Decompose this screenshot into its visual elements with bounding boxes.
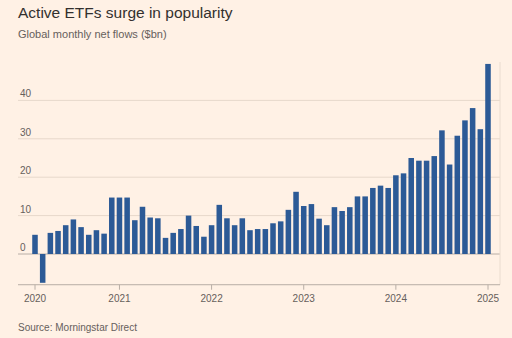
x-axis-line [18, 284, 500, 285]
bar [55, 231, 61, 254]
x-tick [119, 285, 120, 290]
bar [347, 207, 353, 254]
bar [485, 64, 491, 254]
bar [255, 229, 261, 254]
x-tick [211, 285, 212, 290]
x-tick [488, 285, 489, 290]
bar [201, 237, 207, 254]
bar [286, 210, 292, 254]
bar [278, 221, 284, 254]
bar [178, 229, 184, 254]
bar [416, 161, 422, 254]
bar [240, 218, 246, 254]
y-tick-label: 40 [20, 88, 32, 99]
y-tick-label: 30 [20, 127, 32, 138]
bar [94, 230, 100, 254]
y-tick-label: 10 [20, 204, 32, 215]
bar [462, 120, 468, 254]
bar [40, 254, 46, 283]
bar [470, 108, 476, 254]
bar [63, 225, 69, 254]
subtitle: Global monthly net flows ($bn) [18, 28, 167, 40]
bar [309, 204, 315, 254]
x-tick-label: 2024 [385, 293, 408, 304]
bar [393, 175, 399, 254]
bar [186, 216, 192, 254]
grid-line [18, 138, 500, 139]
x-tick [303, 285, 304, 290]
bar [209, 225, 215, 254]
bar [324, 225, 330, 254]
source: Source: Morningstar Direct [18, 322, 137, 333]
title: Active ETFs surge in popularity [18, 4, 233, 21]
bar [147, 218, 153, 254]
bar [332, 207, 338, 254]
bar [78, 227, 84, 254]
bar [132, 220, 138, 254]
bar [301, 206, 307, 254]
bar [447, 165, 453, 254]
bar [385, 188, 391, 254]
y-tick-label: 20 [20, 165, 32, 176]
x-tick [395, 285, 396, 290]
bar [117, 198, 123, 254]
bar [370, 188, 376, 254]
bar [339, 211, 345, 254]
bar [424, 161, 430, 254]
bar [378, 186, 384, 254]
bar [109, 198, 115, 254]
bar [362, 196, 368, 254]
bar [455, 136, 461, 254]
x-tick-label: 2020 [24, 293, 47, 304]
bar [163, 238, 169, 254]
bar [247, 230, 253, 254]
bar [217, 205, 223, 254]
bar [224, 218, 230, 254]
bar [270, 223, 276, 254]
bar [140, 207, 146, 254]
bar [155, 218, 161, 254]
y-range-line [500, 62, 501, 285]
x-tick-label: 2023 [293, 293, 316, 304]
bar [124, 198, 130, 254]
bar [101, 234, 107, 254]
x-tick-label: 2022 [200, 293, 223, 304]
bar [293, 192, 299, 254]
x-tick-label: 2025 [477, 293, 500, 304]
x-tick-label: 2021 [108, 293, 131, 304]
bar [170, 233, 176, 254]
bar [71, 219, 77, 254]
bars [32, 64, 491, 283]
bar [232, 225, 238, 254]
grid-line [18, 100, 500, 101]
bar [263, 229, 269, 254]
bar [32, 235, 38, 254]
y-tick-label: 0 [20, 242, 26, 253]
bar [193, 226, 199, 254]
bar [48, 233, 54, 254]
background [0, 0, 512, 338]
bar [86, 235, 92, 254]
chart: Active ETFs surge in popularity Global mo… [0, 0, 512, 338]
bar [401, 173, 407, 254]
bar [355, 196, 361, 254]
bar [316, 219, 322, 254]
bar [439, 130, 445, 254]
bar [478, 129, 484, 254]
bar [408, 158, 414, 254]
x-tick [35, 285, 36, 290]
bar [431, 156, 437, 254]
